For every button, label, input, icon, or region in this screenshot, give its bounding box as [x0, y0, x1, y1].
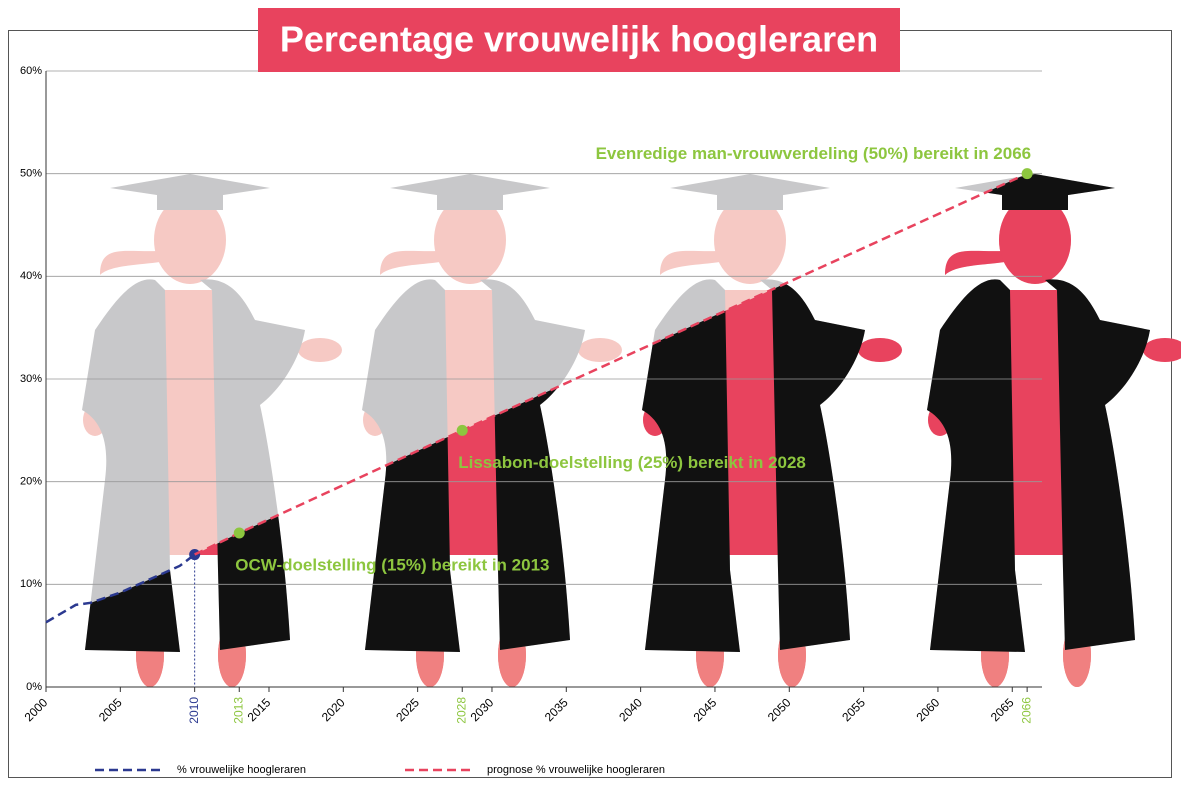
- page: {"chart_data": { "type": "line", "title"…: [0, 0, 1181, 792]
- annotation: Lissabon-doelstelling (25%) bereikt in 2…: [458, 453, 806, 472]
- x-tick-label: 2028: [454, 697, 468, 724]
- y-tick-label: 60%: [20, 65, 42, 77]
- hand: [578, 338, 622, 362]
- x-tick-label: 2030: [468, 695, 497, 724]
- dress: [1007, 290, 1063, 555]
- y-tick-label: 50%: [20, 168, 42, 180]
- cap: [1002, 192, 1068, 210]
- x-tick-label: 2035: [542, 695, 571, 724]
- x-tick-label: 2060: [914, 695, 943, 724]
- y-tick-label: 30%: [20, 373, 42, 385]
- series-line: [195, 174, 1027, 555]
- x-tick-label: 2020: [319, 695, 348, 724]
- chart-title: Percentage vrouwelijk hoogleraren: [280, 19, 878, 60]
- dress: [162, 290, 218, 555]
- x-tick-label: 2010: [187, 697, 201, 724]
- x-tick-label: 2025: [393, 695, 422, 724]
- y-tick-label: 40%: [20, 270, 42, 282]
- cap: [717, 192, 783, 210]
- annotation: OCW-doelstelling (15%) bereikt in 2013: [235, 555, 549, 574]
- chart: 0% 10% 20% 30% 40% 50% 60% 2000 2005 2015 2020 2025…: [0, 0, 1181, 792]
- legend-label: prognose % vrouwelijke hoogleraren: [487, 764, 665, 776]
- x-tick-label: 2065: [988, 695, 1017, 724]
- x-tick-label: 2045: [691, 695, 720, 724]
- x-tick-label: 2055: [839, 695, 868, 724]
- legend-label: % vrouwelijke hoogleraren: [177, 764, 306, 776]
- gown-right: [1045, 279, 1150, 650]
- dress: [722, 290, 778, 555]
- x-tick-label: 2015: [245, 695, 274, 724]
- point-marker: [234, 528, 245, 539]
- hand: [858, 338, 902, 362]
- y-tick-label: 20%: [20, 476, 42, 488]
- cap: [157, 192, 223, 210]
- cap: [437, 192, 503, 210]
- x-tick-label: 2000: [22, 695, 51, 724]
- hand: [298, 338, 342, 362]
- point-marker: [1022, 168, 1033, 179]
- x-tick-label: 2050: [765, 695, 794, 724]
- x-tick-label: 2066: [1019, 697, 1033, 724]
- y-tick-label: 0%: [26, 681, 42, 693]
- hand: [1143, 338, 1181, 362]
- x-tick-label: 2013: [231, 697, 245, 724]
- gown-left: [927, 279, 1025, 652]
- x-tick-label: 2005: [96, 695, 125, 724]
- annotation: Evenredige man-vrouwverdeling (50%) bere…: [596, 144, 1032, 163]
- point-marker: [457, 425, 468, 436]
- x-tick-label: 2040: [616, 695, 645, 724]
- y-tick-label: 10%: [20, 578, 42, 590]
